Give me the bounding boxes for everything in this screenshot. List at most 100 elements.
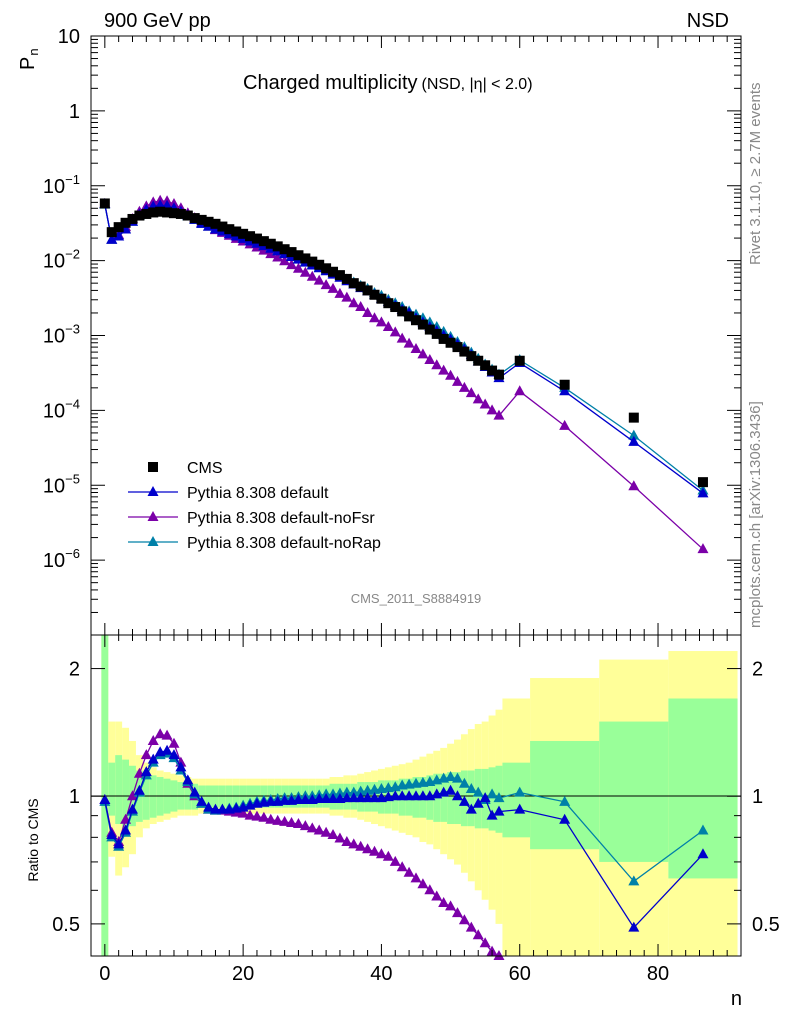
x-axis: 0 20 40 60 80 xyxy=(90,635,742,985)
ratio-point-noFsr xyxy=(438,897,450,908)
point-data xyxy=(182,210,193,221)
y-tick-label: 10−1 xyxy=(43,172,80,198)
ratio-point-default xyxy=(168,749,180,760)
point-data xyxy=(189,213,200,224)
point-data xyxy=(155,206,166,217)
legend-label: Pythia 8.308 default xyxy=(187,485,329,502)
series-line-default xyxy=(104,203,704,494)
legend-label: Pythia 8.308 default-noFsr xyxy=(187,510,375,527)
ratio-point-default xyxy=(472,797,484,808)
point-data xyxy=(120,217,131,228)
point-data xyxy=(362,285,373,296)
point-data xyxy=(175,208,186,219)
ratio-point-noFsr xyxy=(265,813,277,824)
point-data xyxy=(210,218,221,229)
legend: CMS Pythia 8.308 default Pythia 8.308 defa… xyxy=(128,460,381,552)
ratio-point-default xyxy=(341,792,353,803)
legend-marker xyxy=(147,486,159,496)
ratio-point-default xyxy=(140,766,152,777)
point-data xyxy=(245,231,256,242)
band-inner xyxy=(447,772,455,825)
ratio-point-noFsr xyxy=(154,728,166,739)
point-data xyxy=(445,337,456,348)
ratio-y-tick-label-right: 2 xyxy=(752,659,763,681)
legend-marker xyxy=(148,462,158,472)
point-data xyxy=(224,224,235,235)
ratio-point-default xyxy=(559,813,571,824)
ratio-point-default xyxy=(175,761,187,772)
ratio-point-noFsr xyxy=(320,826,332,837)
band-inner xyxy=(488,767,496,831)
point-noFsr xyxy=(313,274,325,285)
point-noFsr xyxy=(355,301,367,312)
point-noFsr xyxy=(396,332,408,343)
ratio-point-default xyxy=(126,803,138,814)
ratio-y-tick-label: 2 xyxy=(69,659,80,681)
ratio-point-noRap xyxy=(458,777,470,788)
x-tick-label: 80 xyxy=(647,963,669,985)
ratio-point-noRap xyxy=(445,771,457,782)
y-tick-label-exp: −5 xyxy=(65,471,80,486)
ratio-point-default xyxy=(628,921,640,932)
point-data xyxy=(697,477,708,488)
band-inner xyxy=(142,773,150,820)
band-inner xyxy=(502,762,531,838)
point-data xyxy=(411,315,421,326)
point-noFsr xyxy=(438,364,450,375)
ratio-point-default xyxy=(147,753,159,764)
ratio-point-default xyxy=(389,790,401,801)
legend-marker xyxy=(147,536,159,546)
point-data xyxy=(231,226,242,237)
ratio-series-default xyxy=(99,744,709,932)
point-data xyxy=(286,247,297,258)
point-data xyxy=(473,355,484,366)
point-noFsr xyxy=(514,385,526,396)
point-data xyxy=(106,227,117,238)
mcplots-reference-label: mcplots.cern.ch [arXiv:1306.3436] xyxy=(747,401,764,628)
ratio-point-noFsr xyxy=(375,848,387,859)
ratio-point-noFsr xyxy=(292,818,304,829)
point-noFsr xyxy=(341,291,353,302)
ratio-point-default xyxy=(313,793,325,804)
ratio-point-noRap xyxy=(341,786,353,797)
ratio-point-noFsr xyxy=(424,884,436,895)
band-inner xyxy=(108,762,116,816)
point-noFsr xyxy=(389,326,401,337)
chart-title-suffix: (NSD, |η| < 2.0) xyxy=(422,76,533,93)
ratio-point-default xyxy=(697,848,709,859)
ratio-point-noRap xyxy=(472,786,484,797)
ratio-point-noFsr xyxy=(348,838,360,849)
ratio-point-noFsr xyxy=(272,814,284,825)
ratio-point-default xyxy=(445,784,457,795)
band-inner xyxy=(599,721,669,862)
band-inner xyxy=(467,770,475,827)
point-data xyxy=(113,222,124,233)
ratio-point-default xyxy=(327,793,339,804)
point-noFsr xyxy=(299,266,311,277)
point-data xyxy=(134,210,145,221)
ratio-point-noFsr xyxy=(258,811,270,822)
legend-item-data: CMS xyxy=(148,460,223,477)
point-data xyxy=(217,221,228,232)
point-noFsr xyxy=(424,354,436,365)
legend-item-noRap: Pythia 8.308 default-noRap xyxy=(128,535,381,552)
y-tick-label-base: 10 xyxy=(43,475,65,497)
legend-item-default: Pythia 8.308 default xyxy=(128,485,329,502)
ratio-point-default xyxy=(209,803,221,814)
y-tick-label: 10−6 xyxy=(43,546,80,572)
ratio-point-noFsr xyxy=(341,835,353,846)
point-data xyxy=(328,266,339,277)
analysis-id-label: CMS_2011_S8884919 xyxy=(351,591,482,606)
band-inner xyxy=(205,785,213,808)
point-noFsr xyxy=(286,259,298,270)
point-data xyxy=(148,207,159,218)
point-default xyxy=(154,199,166,210)
point-default xyxy=(697,487,709,498)
point-data xyxy=(348,278,359,289)
ratio-point-default xyxy=(299,793,311,804)
point-noFsr xyxy=(265,248,277,259)
ratio-point-noFsr xyxy=(313,824,325,835)
ratio-point-default xyxy=(403,790,415,801)
y-tick-label-exp: −2 xyxy=(65,247,80,262)
ratio-point-noFsr xyxy=(126,790,138,801)
